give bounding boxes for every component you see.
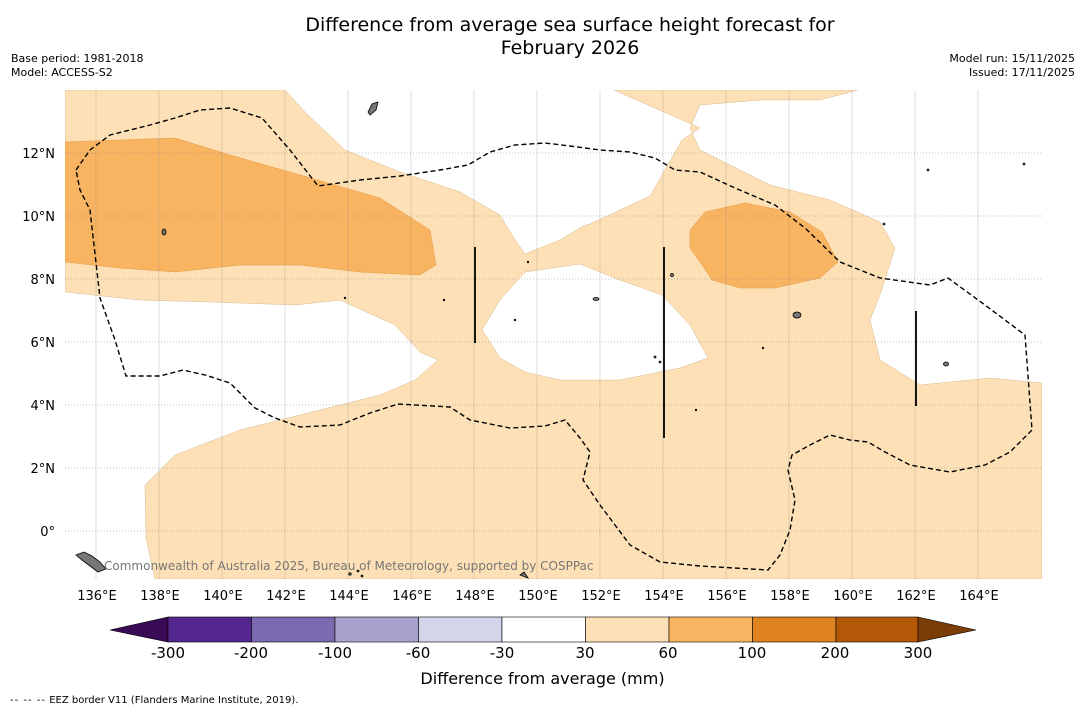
lon-tick-154e: 154°E bbox=[644, 589, 684, 604]
land-islands bbox=[75, 101, 1026, 579]
lon-tick-148e: 148°E bbox=[455, 589, 495, 604]
section-markers bbox=[474, 247, 917, 438]
model-name: Model: ACCESS-S2 bbox=[11, 66, 113, 79]
lat-tick-12n: 12°N bbox=[22, 147, 55, 162]
lat-tick-10n: 10°N bbox=[22, 210, 55, 225]
colorbar-tick: -200 bbox=[234, 644, 268, 662]
lon-tick-150e: 150°E bbox=[518, 589, 558, 604]
gridlines bbox=[65, 90, 1042, 579]
model-run: Model run: 15/11/2025 bbox=[949, 52, 1075, 65]
colorbar-swatch-6 bbox=[585, 616, 670, 643]
lon-tick-138e: 138°E bbox=[140, 589, 180, 604]
colorbar-tick: 30 bbox=[575, 644, 594, 662]
issued-date: Issued: 17/11/2025 bbox=[968, 66, 1075, 79]
colorbar-swatch-7 bbox=[668, 616, 753, 643]
lon-tick-140e: 140°E bbox=[203, 589, 243, 604]
meta-left: Base period: 1981-2018 Model: ACCESS-S2 bbox=[11, 52, 143, 80]
colorbar-swatch-8 bbox=[752, 616, 837, 643]
eez-legend-text: EEZ border V11 (Flanders Marine Institut… bbox=[49, 695, 299, 706]
lon-tick-144e: 144°E bbox=[329, 589, 369, 604]
lat-tick-2n: 2°N bbox=[31, 462, 56, 477]
lon-tick-136e: 136°E bbox=[77, 589, 117, 604]
lat-axis: 12°N 10°N 8°N 6°N 4°N 2°N 0° bbox=[22, 147, 55, 540]
colorbar-arrow-high bbox=[917, 616, 977, 643]
eez-legend-dashes: -- -- -- bbox=[10, 695, 47, 706]
anomaly-region-neutral bbox=[481, 263, 709, 381]
footnote: -- -- -- EEZ border V11 (Flanders Marine… bbox=[10, 695, 298, 706]
anomaly-region-medium-west bbox=[65, 137, 437, 276]
colorbar-arrow-low bbox=[109, 616, 169, 643]
lon-tick-162e: 162°E bbox=[896, 589, 936, 604]
map-title: Difference from average sea surface heig… bbox=[0, 14, 1085, 60]
meta-right: Model run: 15/11/2025 Issued: 17/11/2025 bbox=[949, 52, 1075, 80]
colorbar-swatch-4 bbox=[418, 616, 503, 643]
colorbar-swatch-9 bbox=[835, 616, 919, 643]
colorbar-swatch-1 bbox=[167, 616, 252, 643]
lat-tick-8n: 8°N bbox=[31, 273, 56, 288]
colorbar-swatch-2 bbox=[251, 616, 336, 643]
colorbar-tick: 200 bbox=[821, 644, 850, 662]
lon-tick-142e: 142°E bbox=[266, 589, 306, 604]
title-line-2: February 2026 bbox=[500, 37, 640, 59]
colorbar bbox=[109, 616, 977, 643]
lon-tick-146e: 146°E bbox=[392, 589, 432, 604]
colorbar-tick: -60 bbox=[406, 644, 431, 662]
colorbar-tick: 100 bbox=[738, 644, 767, 662]
colorbar-tick: 300 bbox=[904, 644, 933, 662]
colorbar-tick: -30 bbox=[490, 644, 515, 662]
lat-tick-0: 0° bbox=[40, 525, 55, 540]
copyright-text: Commonwealth of Australia 2025, Bureau o… bbox=[104, 559, 594, 573]
title-line-1: Difference from average sea surface heig… bbox=[305, 14, 835, 36]
lon-tick-160e: 160°E bbox=[833, 589, 873, 604]
lon-tick-152e: 152°E bbox=[581, 589, 621, 604]
lon-tick-164e: 164°E bbox=[959, 589, 999, 604]
colorbar-tick: -300 bbox=[151, 644, 185, 662]
colorbar-swatch-3 bbox=[334, 616, 419, 643]
lon-tick-156e: 156°E bbox=[707, 589, 747, 604]
colorbar-tick: -100 bbox=[318, 644, 352, 662]
lon-tick-158e: 158°E bbox=[770, 589, 810, 604]
colorbar-label: Difference from average (mm) bbox=[420, 669, 665, 688]
map-plot-area bbox=[65, 90, 1042, 579]
colorbar-swatch-5 bbox=[501, 616, 586, 643]
colorbar-tick: 60 bbox=[658, 644, 677, 662]
lat-tick-4n: 4°N bbox=[31, 399, 56, 414]
lon-axis: 136°E 138°E 140°E 142°E 144°E 146°E 148°… bbox=[77, 589, 999, 604]
base-period: Base period: 1981-2018 bbox=[11, 52, 144, 65]
colorbar-ticks: -300 -200 -100 -60 -30 30 60 100 200 300 bbox=[151, 644, 932, 662]
lat-tick-6n: 6°N bbox=[31, 336, 56, 351]
